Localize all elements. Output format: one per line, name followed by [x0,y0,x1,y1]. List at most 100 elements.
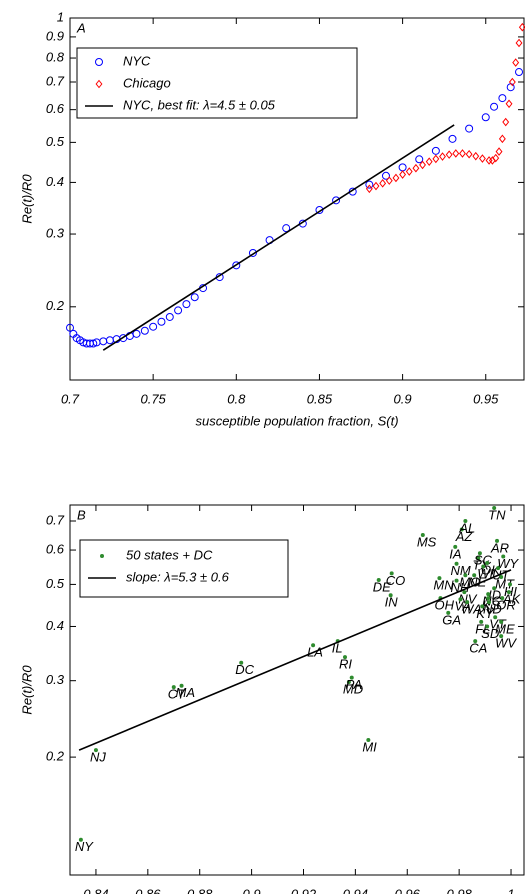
point [515,68,524,77]
point [174,306,183,315]
point [518,22,525,32]
point-label: WI [477,566,493,581]
point-label: IL [332,641,343,656]
point [389,571,394,576]
y-tick-label: 0.8 [46,49,65,64]
point [437,576,442,581]
y-tick-label: 0.4 [46,174,64,189]
legend-box [76,47,358,119]
y-tick-label: 0.6 [46,101,65,116]
point-label: NV [458,592,477,607]
y-tick-label: 0.7 [46,73,65,88]
point [462,590,467,595]
point [512,58,520,67]
point-label: OK [481,562,501,577]
point [66,323,74,332]
point [405,167,413,176]
point-label: KS [482,598,500,613]
point [476,556,481,561]
point-label: MN [433,578,454,593]
point [515,38,523,48]
point [332,196,341,205]
point-label: WV [495,636,517,651]
legend-label: Chicago [123,75,171,90]
point-label: WY [497,556,519,571]
point [463,518,468,523]
point [388,593,393,598]
point-label: DE [373,579,391,594]
point [492,505,497,510]
point-label: SD [481,626,499,641]
point-label: CT [168,687,186,702]
y-tick-label: 0.3 [46,672,65,687]
point [481,113,490,122]
point [95,58,103,66]
point [95,79,103,89]
legend-label: slope: λ=5.3 ± 0.6 [126,569,230,584]
point [149,322,158,331]
plot-frame [69,504,525,876]
point [473,639,478,644]
point [381,171,390,180]
point [105,336,114,345]
x-tick-label: 0.96 [395,886,421,894]
point [182,300,191,309]
point [479,619,484,624]
point [485,561,490,566]
point [458,597,463,602]
point [465,149,473,159]
point [486,596,491,601]
x-axis-label: susceptible population fraction, S(t) [195,413,398,428]
point [481,564,486,569]
point-label: MD [343,681,363,696]
point-label: ID [488,588,501,603]
y-tick-label: 0.5 [46,134,65,149]
point-label: NJ [90,750,106,765]
point [89,339,98,348]
y-tick-label: 0.4 [46,618,64,633]
point-label: KY [476,606,495,621]
point [365,180,374,189]
point [486,600,491,605]
y-tick-label: 0.6 [46,541,65,556]
y-tick-label: 0.3 [46,225,65,240]
panel-label: B [77,507,86,522]
y-tick-label: 0.7 [46,512,65,527]
point [501,554,506,559]
point-label: PA [346,677,362,692]
point-label: WA [461,602,482,617]
legend-box [79,539,289,598]
point [385,176,393,185]
point [505,99,513,109]
legend-label: NYC [123,53,151,68]
panel-label: A [76,20,86,35]
point [485,624,490,629]
point [496,566,501,571]
point-label: MI [362,739,377,754]
x-tick-label: 0.9 [243,886,261,894]
point [100,554,104,558]
point [454,561,459,566]
x-tick-label: 0.92 [291,886,317,894]
legend-label: 50 states + DC [126,547,213,562]
point [342,655,347,660]
point [459,149,466,158]
point [366,738,371,743]
point [495,538,500,543]
point-label: AZ [455,529,474,544]
point [498,94,507,103]
legend-label: NYC, best fit: λ=4.5 ± 0.05 [123,97,276,112]
point [500,596,505,601]
point [472,573,477,578]
point-label: AK [502,592,522,607]
point-label: MO [459,575,480,590]
point-label: AL [458,520,475,535]
point [453,544,458,549]
point [463,573,468,578]
point-label: MA [176,685,196,700]
point-label: TX [472,558,490,573]
point [282,224,291,233]
point [171,685,176,690]
point [502,117,510,127]
point [179,683,184,688]
